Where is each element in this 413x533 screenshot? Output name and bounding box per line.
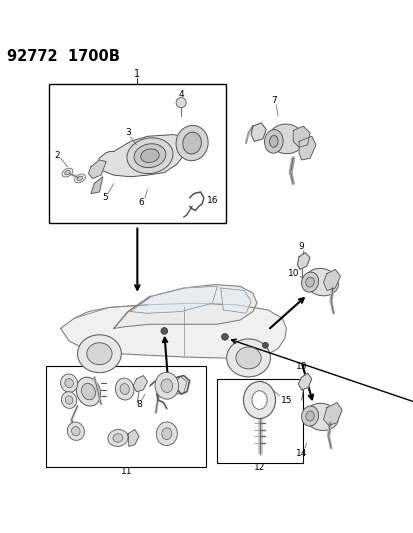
Text: 6: 6: [138, 198, 144, 207]
Text: 4: 4: [178, 90, 183, 99]
Polygon shape: [128, 430, 139, 446]
Circle shape: [176, 98, 186, 108]
Ellipse shape: [67, 422, 84, 440]
Text: 8: 8: [136, 400, 142, 409]
Text: 1: 1: [134, 69, 140, 79]
Circle shape: [161, 328, 167, 334]
Text: 16: 16: [206, 196, 218, 205]
Ellipse shape: [269, 135, 278, 147]
Ellipse shape: [64, 171, 70, 175]
Ellipse shape: [176, 125, 208, 161]
Text: 12: 12: [253, 463, 265, 472]
Polygon shape: [61, 303, 286, 359]
Polygon shape: [292, 126, 309, 147]
Text: 3: 3: [125, 128, 131, 138]
Ellipse shape: [60, 374, 77, 392]
Ellipse shape: [235, 347, 261, 369]
Ellipse shape: [268, 124, 304, 154]
Ellipse shape: [264, 130, 282, 153]
Bar: [46, 366, 206, 467]
Ellipse shape: [81, 383, 95, 400]
Ellipse shape: [65, 396, 73, 404]
Text: 14: 14: [295, 449, 306, 458]
Polygon shape: [114, 285, 256, 328]
Polygon shape: [297, 373, 311, 390]
Polygon shape: [97, 135, 189, 177]
Polygon shape: [130, 286, 217, 313]
Text: 15: 15: [280, 395, 292, 405]
Ellipse shape: [140, 149, 159, 163]
Ellipse shape: [77, 335, 121, 373]
Ellipse shape: [108, 430, 128, 447]
Ellipse shape: [304, 403, 338, 431]
Ellipse shape: [71, 426, 80, 436]
Text: 9: 9: [298, 242, 304, 251]
Ellipse shape: [301, 406, 318, 426]
Ellipse shape: [127, 138, 173, 174]
Polygon shape: [298, 136, 315, 160]
Polygon shape: [88, 160, 106, 179]
Polygon shape: [133, 376, 147, 392]
Ellipse shape: [62, 168, 73, 177]
Ellipse shape: [77, 176, 83, 181]
Ellipse shape: [113, 434, 123, 442]
Polygon shape: [174, 376, 187, 394]
Ellipse shape: [65, 378, 73, 388]
Polygon shape: [91, 177, 102, 193]
Circle shape: [221, 334, 228, 340]
Text: 92772  1700B: 92772 1700B: [7, 49, 119, 64]
Ellipse shape: [182, 132, 201, 154]
Polygon shape: [323, 270, 339, 290]
Polygon shape: [220, 288, 250, 313]
Ellipse shape: [305, 411, 313, 421]
Ellipse shape: [243, 382, 275, 418]
Ellipse shape: [161, 428, 171, 440]
Ellipse shape: [304, 268, 338, 296]
Ellipse shape: [134, 144, 166, 168]
Polygon shape: [297, 253, 309, 270]
Polygon shape: [323, 402, 341, 425]
Text: 2: 2: [55, 151, 60, 160]
Ellipse shape: [305, 277, 313, 287]
Text: 13: 13: [295, 362, 306, 371]
Polygon shape: [250, 123, 266, 141]
Bar: [49, 84, 225, 223]
Ellipse shape: [154, 372, 178, 399]
Ellipse shape: [161, 379, 172, 392]
Ellipse shape: [301, 272, 318, 292]
Bar: [217, 379, 303, 463]
Ellipse shape: [87, 343, 112, 365]
Ellipse shape: [74, 174, 85, 183]
Ellipse shape: [252, 391, 266, 409]
Text: 5: 5: [102, 193, 108, 203]
Circle shape: [262, 342, 268, 348]
Ellipse shape: [76, 377, 100, 406]
Ellipse shape: [115, 378, 134, 400]
Ellipse shape: [156, 422, 177, 446]
Text: 7: 7: [270, 96, 276, 106]
Text: 11: 11: [120, 467, 132, 476]
Text: 10: 10: [287, 269, 298, 278]
Ellipse shape: [226, 339, 270, 377]
Ellipse shape: [61, 392, 76, 408]
Ellipse shape: [120, 384, 129, 394]
